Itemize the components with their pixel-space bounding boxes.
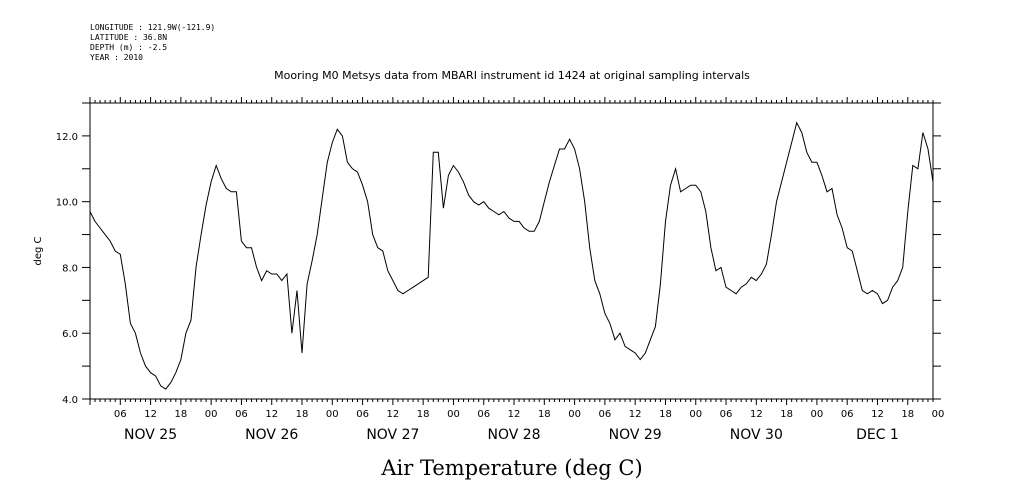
x-tick-label: 00 (447, 409, 460, 420)
x-tick-label: 00 (689, 409, 702, 420)
x-tick-label: 12 (144, 409, 157, 420)
longitude-text: LONGITUDE : 121.9W(-121.9) (90, 23, 215, 32)
x-tick-label: 00 (568, 409, 581, 420)
x-axis-tick-labels: 06 12 18 00 06 12 18 00 06 12 18 00 06 12 18 00 06 12 18 00… (114, 409, 944, 420)
x-tick-label: 18 (417, 409, 430, 420)
y-tick-label: 8.0 (62, 263, 78, 274)
x-tick-label: 12 (629, 409, 642, 420)
x-axis-ticks (89, 97, 934, 405)
y-axis-ticks (82, 102, 941, 400)
x-tick-label: 18 (780, 409, 793, 420)
day-label: NOV 28 (487, 427, 540, 443)
x-axis-day-labels: NOV 25 NOV 26 NOV 27 NOV 28 NOV 29 NOV 30 DEC … (124, 427, 899, 443)
x-tick-label: 06 (477, 409, 490, 420)
y-tick-label: 12.0 (56, 132, 78, 143)
x-tick-label: 06 (720, 409, 733, 420)
x-tick-label: 18 (901, 409, 914, 420)
x-tick-label: 12 (871, 409, 884, 420)
air-temperature-series-line (89, 121, 934, 390)
x-tick-label: 00 (205, 409, 218, 420)
x-tick-label: 00 (932, 409, 945, 420)
y-tick-label: 4.0 (62, 395, 78, 406)
depth-text: DEPTH (m) : -2.5 (90, 43, 167, 52)
x-tick-label: 00 (811, 409, 824, 420)
x-tick-label: 06 (114, 409, 127, 420)
y-tick-label: 10.0 (56, 198, 78, 209)
chart-title: Mooring M0 Metsys data from MBARI instru… (274, 69, 750, 82)
x-tick-label: 06 (841, 409, 854, 420)
latitude-text: LATITUDE : 36.8N (90, 33, 167, 42)
day-label: DEC 1 (856, 427, 899, 443)
x-tick-label: 12 (387, 409, 400, 420)
day-label: NOV 29 (609, 427, 662, 443)
plot-frame (89, 102, 934, 400)
y-axis-tick-labels: 4.0 6.0 8.0 10.0 12.0 (56, 132, 78, 406)
x-tick-label: 18 (538, 409, 551, 420)
day-label: NOV 27 (366, 427, 419, 443)
year-text: YEAR : 2010 (90, 53, 143, 62)
y-tick-label: 6.0 (62, 329, 78, 340)
x-axis-label: Air Temperature (deg C) (380, 456, 642, 480)
x-tick-label: 06 (599, 409, 612, 420)
x-tick-label: 12 (508, 409, 521, 420)
x-tick-label: 18 (174, 409, 187, 420)
header-metadata: LONGITUDE : 121.9W(-121.9) LATITUDE : 36… (90, 23, 215, 62)
x-tick-label: 18 (659, 409, 672, 420)
x-tick-label: 18 (296, 409, 309, 420)
x-tick-label: 06 (235, 409, 248, 420)
x-tick-label: 12 (265, 409, 278, 420)
y-axis-label: deg C (33, 236, 44, 265)
day-label: NOV 25 (124, 427, 177, 443)
x-tick-label: 06 (356, 409, 369, 420)
day-label: NOV 30 (730, 427, 783, 443)
x-tick-label: 12 (750, 409, 763, 420)
x-tick-label: 00 (326, 409, 339, 420)
day-label: NOV 26 (245, 427, 298, 443)
